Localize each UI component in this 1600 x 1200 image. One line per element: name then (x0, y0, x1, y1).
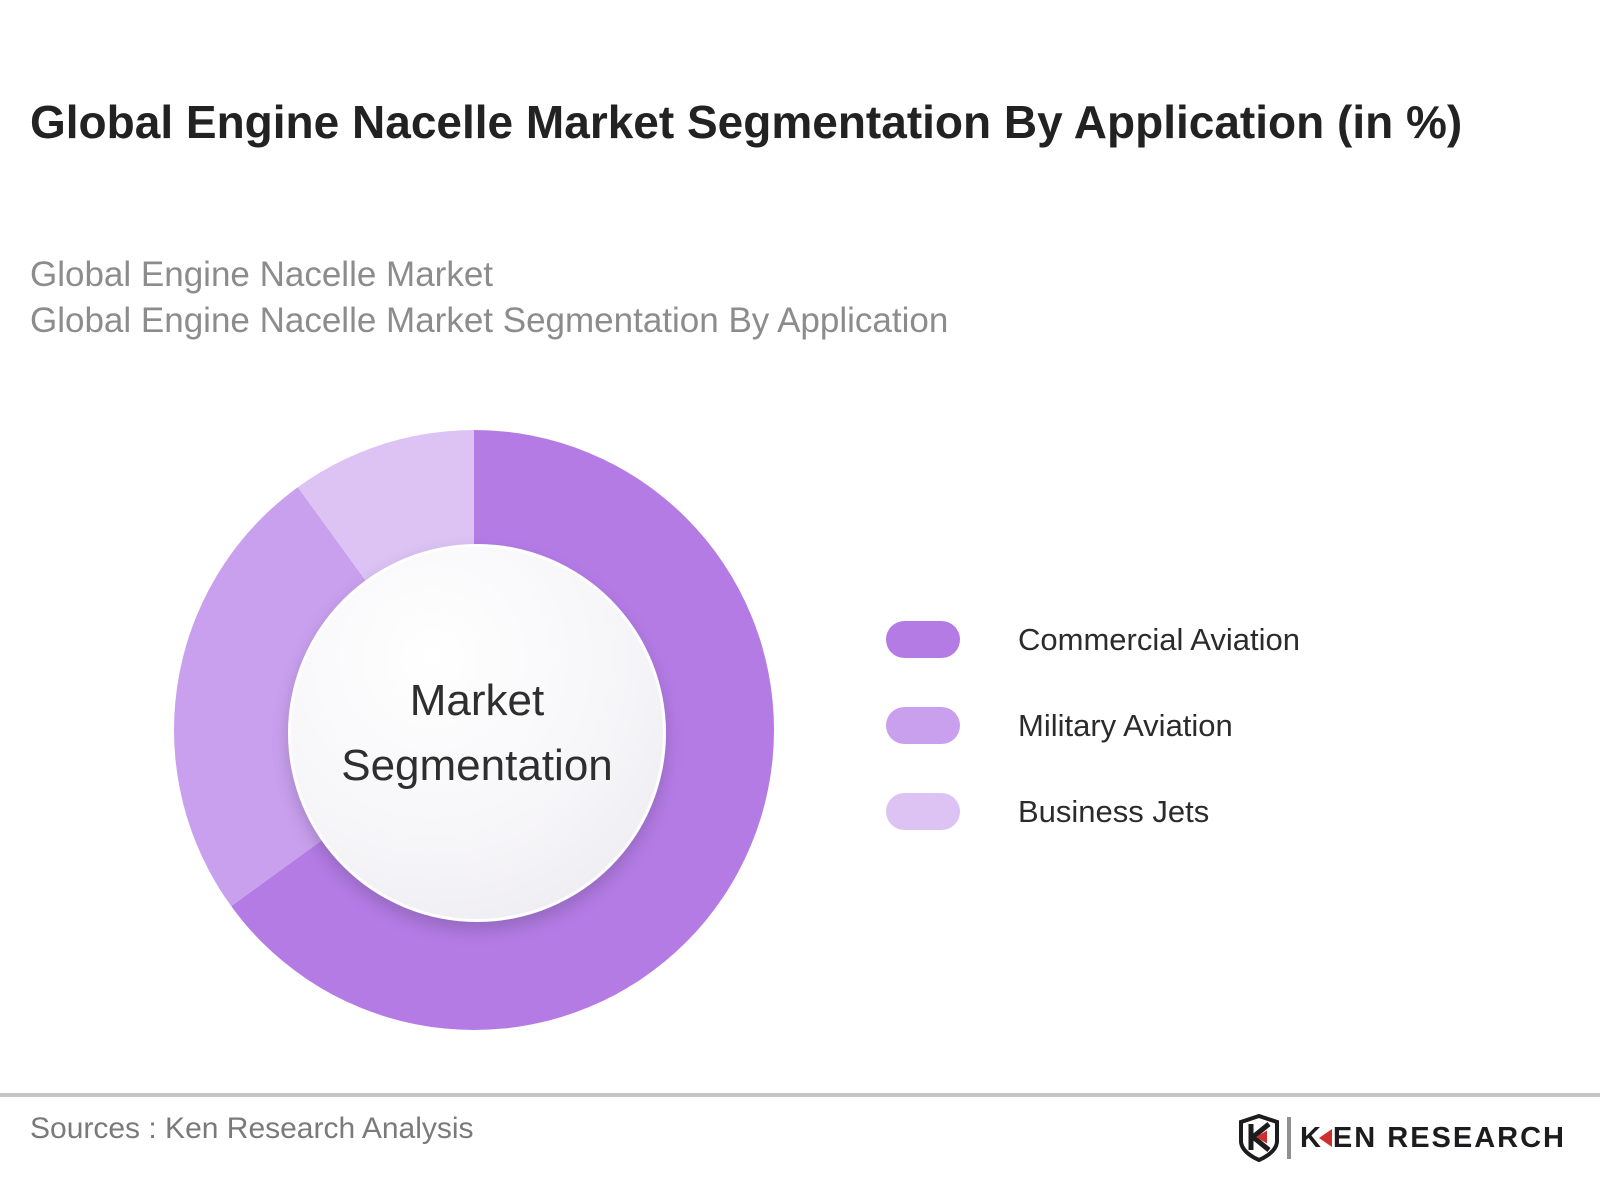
legend-label-military-aviation: Military Aviation (1018, 707, 1233, 743)
page-title: Global Engine Nacelle Market Segmentatio… (30, 95, 1463, 148)
subtitle-line-2: Global Engine Nacelle Market Segmentatio… (30, 301, 949, 341)
legend-label-business-jets: Business Jets (1018, 793, 1210, 829)
legend-label-commercial-aviation: Commercial Aviation (1018, 621, 1300, 657)
footer-divider (0, 1093, 1600, 1097)
logo-divider-bar (1286, 1117, 1291, 1159)
ken-research-shield-k-icon (1238, 1114, 1279, 1162)
subtitle-line-1: Global Engine Nacelle Market (30, 255, 494, 294)
legend-item-military-aviation: Military Aviation (886, 707, 1300, 744)
brand-wordmark: K EN RESEARCH (1300, 1122, 1566, 1155)
ken-research-logo: K EN RESEARCH (1238, 1112, 1566, 1164)
page-subtitle: Global Engine Nacelle Market Global Engi… (30, 252, 1530, 344)
legend-item-commercial-aviation: Commercial Aviation (886, 621, 1300, 658)
chart-legend: Commercial Aviation Military Aviation Bu… (886, 621, 1300, 879)
donut-center-label: Market Segmentation (341, 675, 613, 790)
brand-rest-text: EN RESEARCH (1332, 1121, 1566, 1154)
brand-k-letter: K (1299, 1121, 1323, 1154)
legend-item-business-jets: Business Jets (886, 793, 1300, 830)
legend-swatch-military-aviation (886, 707, 960, 744)
donut-chart: Market Segmentation (174, 430, 774, 1030)
source-text: Sources : Ken Research Analysis (30, 1112, 474, 1145)
legend-swatch-business-jets (886, 793, 960, 830)
legend-swatch-commercial-aviation (886, 621, 960, 658)
donut-center: Market Segmentation (288, 544, 666, 922)
brand-red-triangle-icon (1318, 1129, 1332, 1147)
